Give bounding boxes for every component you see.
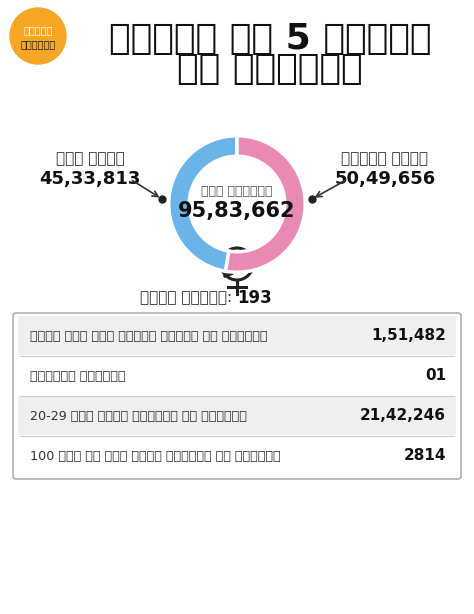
Text: पर वोटर्स: पर वोटर्स xyxy=(177,52,363,86)
Text: दैनिक: दैनिक xyxy=(23,25,53,35)
Text: बिहार की 5 सीटों: बिहार की 5 सीटों xyxy=(109,22,431,56)
Text: पहली बार वोट डालने वालों की संख्या: पहली बार वोट डालने वालों की संख्या xyxy=(30,330,267,343)
Text: कुल मतदाता: कुल मतदाता xyxy=(201,185,273,198)
Text: 2814: 2814 xyxy=(403,448,446,464)
Text: ओवरसीज वोटर्स: ओवरसीज वोटर्स xyxy=(30,370,126,383)
FancyBboxPatch shape xyxy=(13,313,461,479)
FancyBboxPatch shape xyxy=(18,316,456,355)
Wedge shape xyxy=(169,136,237,271)
Text: 45,33,813: 45,33,813 xyxy=(39,170,141,188)
Text: 193: 193 xyxy=(237,289,272,307)
Text: 21,42,246: 21,42,246 xyxy=(360,408,446,424)
Text: फीमेल वोटर: फीमेल वोटर xyxy=(341,152,428,166)
Text: 50,49,656: 50,49,656 xyxy=(334,170,436,188)
FancyBboxPatch shape xyxy=(18,396,456,435)
Wedge shape xyxy=(226,136,305,272)
Text: मेल वोटर: मेल वोटर xyxy=(55,152,124,166)
Text: 95,83,662: 95,83,662 xyxy=(178,201,296,221)
Text: 20-29 साल वाले वोटर्स की संख्या: 20-29 साल वाले वोटर्स की संख्या xyxy=(30,410,247,422)
Circle shape xyxy=(10,8,66,64)
Text: 01: 01 xyxy=(425,368,446,384)
Text: थर्ड जेंडर:: थर्ड जेंडर: xyxy=(140,290,237,306)
Text: 1,51,482: 1,51,482 xyxy=(371,328,446,343)
Text: भास्कर: भास्कर xyxy=(20,39,55,49)
Text: 100 साल से ऊपर वाले वोटर्स की संख्या: 100 साल से ऊपर वाले वोटर्स की संख्या xyxy=(30,449,281,462)
